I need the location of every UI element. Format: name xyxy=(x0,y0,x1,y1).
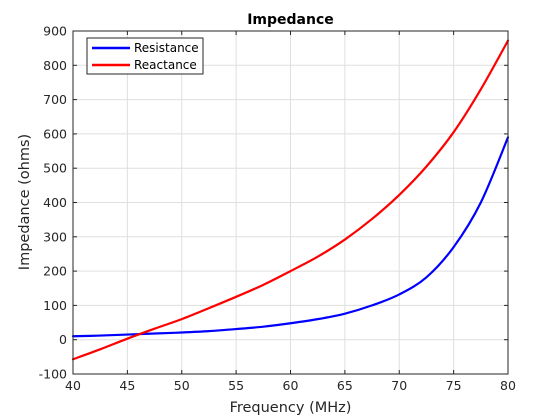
x-tick-label: 65 xyxy=(337,378,353,393)
x-axis: 40 45 50 55 60 65 70 75 80 xyxy=(65,31,516,393)
x-tick-label: 70 xyxy=(391,378,407,393)
x-axis-label: Frequency (MHz) xyxy=(230,400,352,416)
y-axis: -100 0 100 200 300 400 500 600 700 800 900 xyxy=(39,24,508,382)
y-tick-label: 500 xyxy=(43,161,67,176)
series-layer xyxy=(71,39,510,361)
x-tick-label: 55 xyxy=(228,378,244,393)
x-tick-label: 40 xyxy=(65,378,81,393)
y-axis-label: Impedance (ohms) xyxy=(17,134,33,270)
x-tick-label: 80 xyxy=(500,378,516,393)
y-tick-label: 400 xyxy=(43,195,67,210)
y-tick-label: 800 xyxy=(43,58,67,73)
y-tick-label: 300 xyxy=(43,229,67,244)
y-tick-label: 600 xyxy=(43,126,67,141)
legend: Resistance Reactance xyxy=(86,37,204,75)
y-tick-label: 700 xyxy=(43,92,67,107)
grid xyxy=(72,30,509,375)
legend-label-reactance: Reactance xyxy=(134,58,197,72)
y-tick-label: 200 xyxy=(43,264,67,279)
y-tick-label: 100 xyxy=(43,298,67,313)
y-tick-label: -100 xyxy=(39,367,67,382)
series-line-reactance xyxy=(71,39,510,361)
x-tick-label: 45 xyxy=(119,378,135,393)
y-tick-label: 900 xyxy=(43,24,67,39)
chart-title: Impedance xyxy=(247,12,334,28)
series-line-resistance xyxy=(71,136,510,338)
x-tick-label: 75 xyxy=(446,378,462,393)
legend-box xyxy=(86,37,204,75)
y-tick-label: 0 xyxy=(59,332,67,347)
x-tick-label: 50 xyxy=(174,378,190,393)
x-tick-label: 60 xyxy=(283,378,299,393)
legend-label-resistance: Resistance xyxy=(134,41,199,55)
